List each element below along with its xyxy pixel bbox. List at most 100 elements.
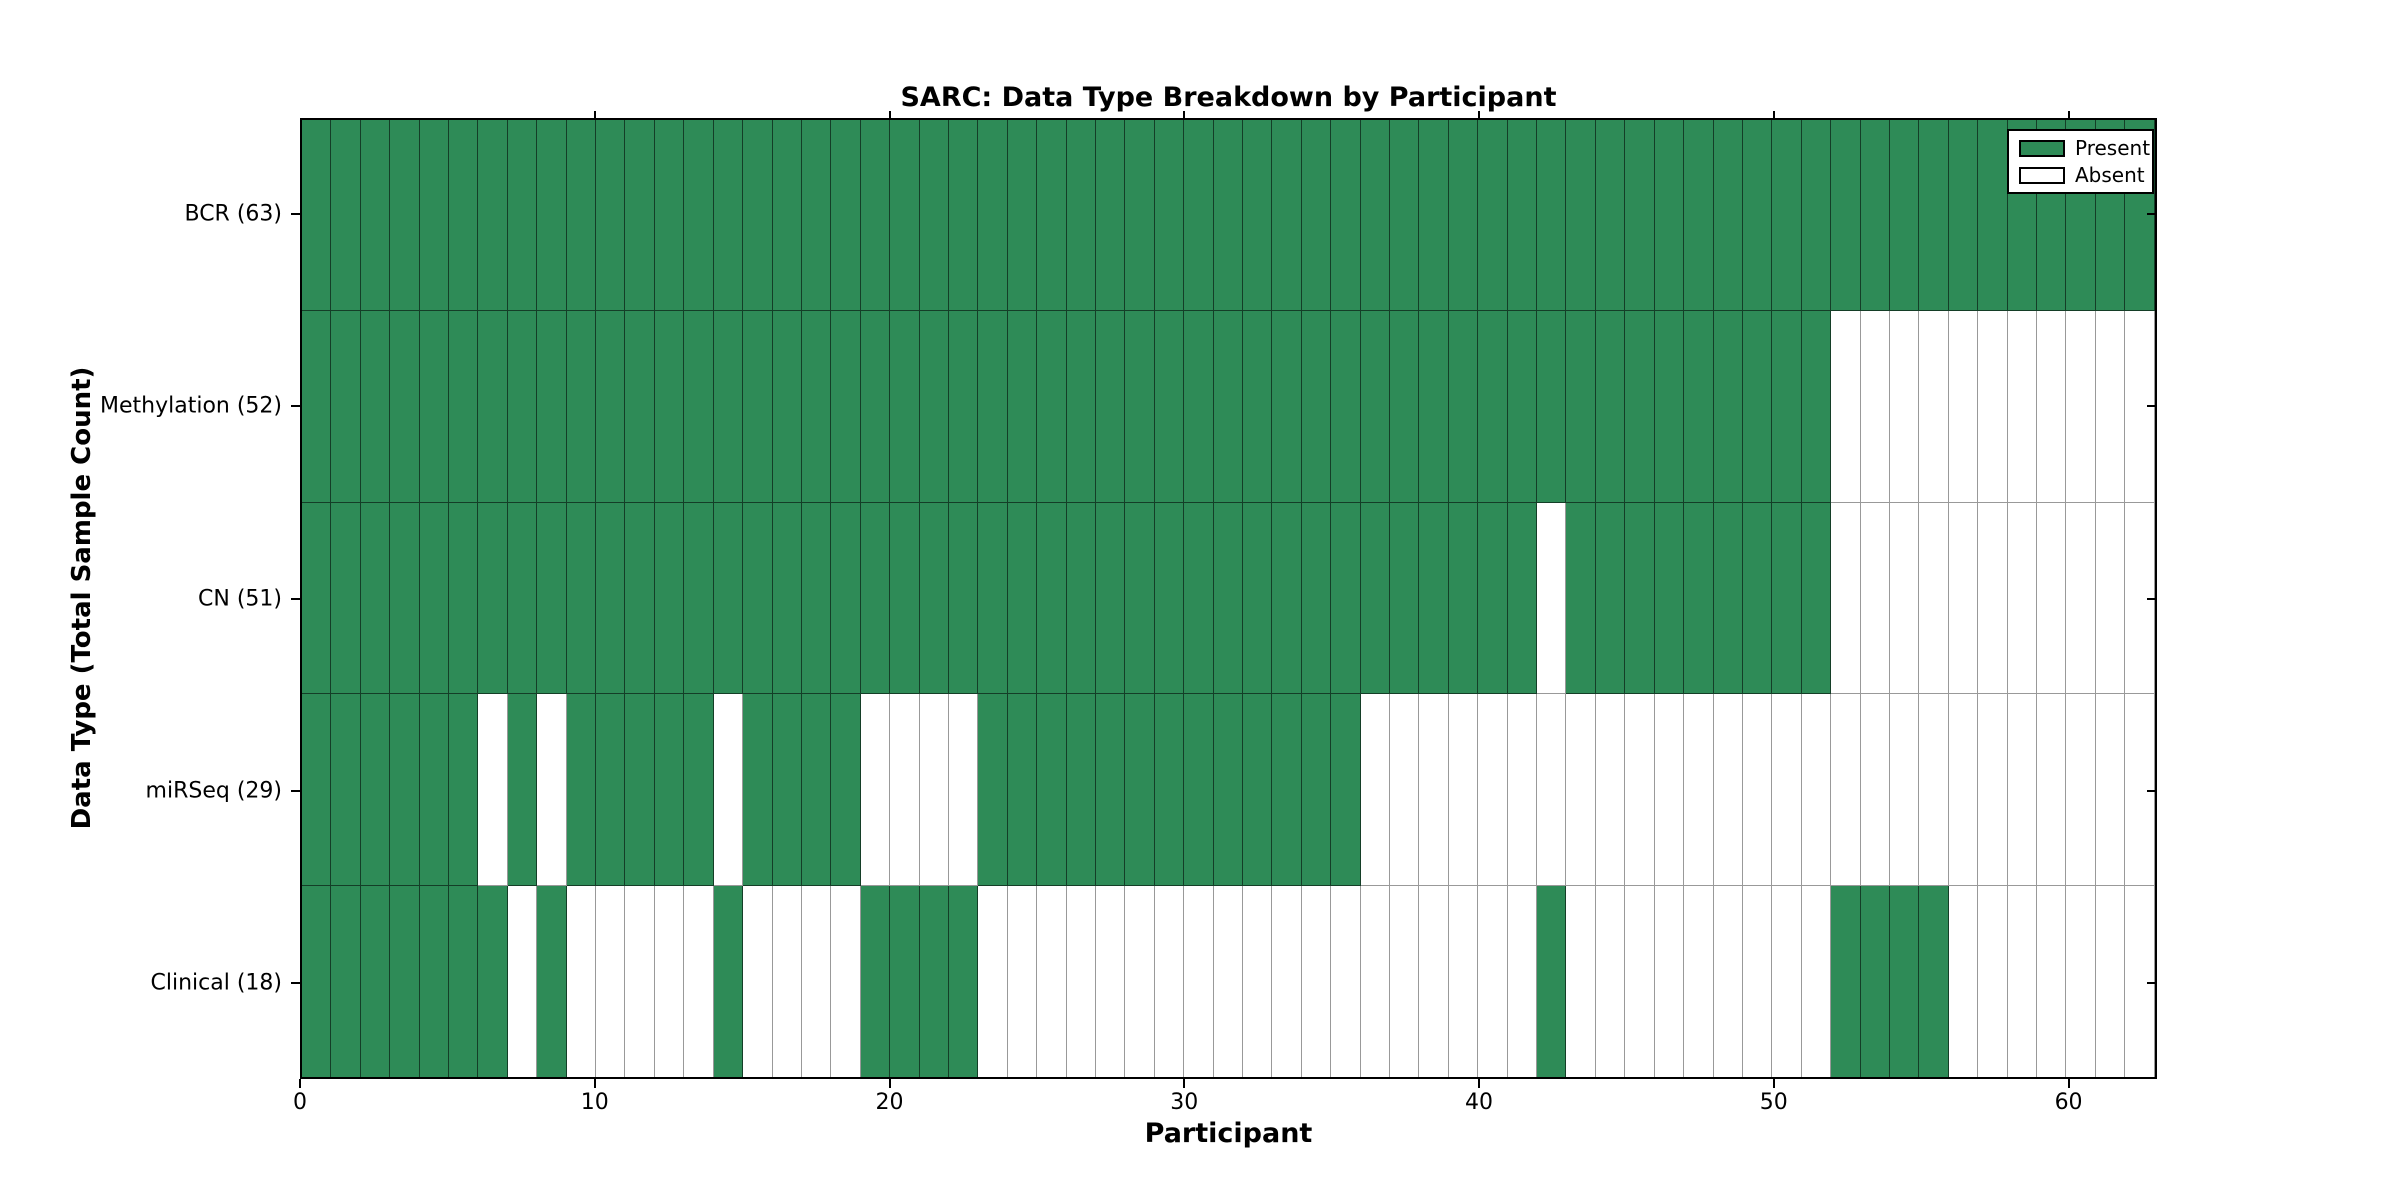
x-tick-mark xyxy=(593,1079,596,1088)
heatmap-cell xyxy=(1889,502,1920,695)
x-tick-mark xyxy=(888,1079,891,1088)
heatmap-cell xyxy=(1566,694,1596,886)
heatmap-cell xyxy=(1742,694,1773,886)
heatmap-cell xyxy=(1654,885,1685,1078)
heatmap-cell xyxy=(1889,694,1920,886)
heatmap-cell xyxy=(1625,885,1655,1078)
heatmap-cell xyxy=(1154,120,1185,312)
heatmap-cell xyxy=(1037,694,1067,886)
heatmap-cell xyxy=(302,120,332,312)
heatmap-cell xyxy=(1478,502,1508,695)
heatmap-cell xyxy=(331,694,361,886)
heatmap-cell xyxy=(1154,502,1185,695)
heatmap-cell xyxy=(1066,694,1096,886)
heatmap-cell xyxy=(2095,694,2126,886)
heatmap-cell xyxy=(1537,120,1567,312)
y-tick-mark xyxy=(291,981,300,984)
heatmap-cell xyxy=(2095,885,2126,1078)
heatmap-cell xyxy=(1537,885,1567,1078)
heatmap-cell xyxy=(1478,311,1508,503)
heatmap-cell xyxy=(1507,694,1538,886)
heatmap-cell xyxy=(654,885,685,1078)
heatmap-cell xyxy=(1831,885,1861,1078)
heatmap-cell xyxy=(1419,311,1449,503)
heatmap-cell xyxy=(537,885,567,1078)
heatmap-cell xyxy=(1860,694,1890,886)
heatmap-cell xyxy=(1184,694,1214,886)
heatmap-cell xyxy=(713,120,744,312)
heatmap-cell xyxy=(1301,502,1332,695)
heatmap-cell xyxy=(1507,311,1538,503)
heatmap-cell xyxy=(1566,311,1596,503)
heatmap-cell xyxy=(1007,885,1038,1078)
heatmap-cell xyxy=(890,694,920,886)
heatmap-cell xyxy=(1066,885,1096,1078)
heatmap-cell xyxy=(1448,502,1479,695)
heatmap-cell xyxy=(1978,502,2008,695)
heatmap-cell xyxy=(596,311,626,503)
heatmap-cell xyxy=(537,502,567,695)
heatmap-cell xyxy=(948,311,979,503)
heatmap-cell xyxy=(1125,502,1155,695)
y-tick-mark-right xyxy=(2147,405,2156,408)
x-tick-mark-top xyxy=(1478,111,1481,118)
x-tick-label: 10 xyxy=(580,1090,609,1115)
heatmap-cell xyxy=(449,885,479,1078)
heatmap-cell xyxy=(302,502,332,695)
heatmap-cell xyxy=(1860,502,1890,695)
heatmap-cell xyxy=(1184,885,1214,1078)
heatmap-cell xyxy=(1360,502,1391,695)
heatmap-cell xyxy=(478,885,508,1078)
heatmap-cell xyxy=(919,885,949,1078)
heatmap-cell xyxy=(1007,694,1038,886)
heatmap-cell xyxy=(978,502,1008,695)
heatmap-cell xyxy=(1066,311,1096,503)
heatmap-cell xyxy=(831,885,861,1078)
heatmap-cell xyxy=(831,120,861,312)
x-tick-label: 50 xyxy=(1759,1090,1788,1115)
x-tick-mark-top xyxy=(1183,111,1186,118)
heatmap-cell xyxy=(1889,120,1920,312)
heatmap-cell xyxy=(1860,885,1890,1078)
heatmap-cell xyxy=(919,694,949,886)
heatmap-cell xyxy=(419,120,450,312)
heatmap-cell xyxy=(2007,311,2037,503)
heatmap-cell xyxy=(1919,694,1949,886)
y-tick-label-mirseq: miRSeq (29) xyxy=(145,778,282,804)
heatmap-cell xyxy=(1360,694,1391,886)
heatmap-cell xyxy=(390,694,420,886)
heatmap-cell xyxy=(743,694,773,886)
heatmap-cell xyxy=(566,885,597,1078)
heatmap-cell xyxy=(801,502,832,695)
heatmap-cell xyxy=(419,694,450,886)
heatmap-cell xyxy=(1301,120,1332,312)
heatmap-row-mirseq xyxy=(302,694,2155,886)
y-tick-mark-right xyxy=(2147,981,2156,984)
heatmap-cell xyxy=(1625,694,1655,886)
heatmap-cell xyxy=(860,120,891,312)
heatmap-cell xyxy=(1566,502,1596,695)
heatmap-cell xyxy=(537,311,567,503)
heatmap-cell xyxy=(1654,694,1685,886)
heatmap-cell xyxy=(772,311,802,503)
heatmap-cell xyxy=(713,311,744,503)
heatmap-cell xyxy=(1213,885,1243,1078)
heatmap-cell xyxy=(713,885,744,1078)
heatmap-cell xyxy=(1243,694,1273,886)
heatmap-cell xyxy=(2007,694,2037,886)
heatmap-cell xyxy=(1625,120,1655,312)
heatmap-cell xyxy=(1948,502,1979,695)
heatmap-cell xyxy=(2066,311,2096,503)
heatmap-cell xyxy=(507,120,538,312)
heatmap-cell xyxy=(625,885,655,1078)
heatmap-cell xyxy=(331,311,361,503)
heatmap-cell xyxy=(1154,694,1185,886)
heatmap-cell xyxy=(1419,502,1449,695)
chart-title: SARC: Data Type Breakdown by Participant xyxy=(900,82,1557,113)
heatmap-cell xyxy=(1478,885,1508,1078)
y-tick-mark xyxy=(291,789,300,792)
heatmap-cell xyxy=(1272,694,1302,886)
heatmap-cell xyxy=(1978,311,2008,503)
heatmap-cell xyxy=(478,311,508,503)
heatmap-cell xyxy=(1919,502,1949,695)
